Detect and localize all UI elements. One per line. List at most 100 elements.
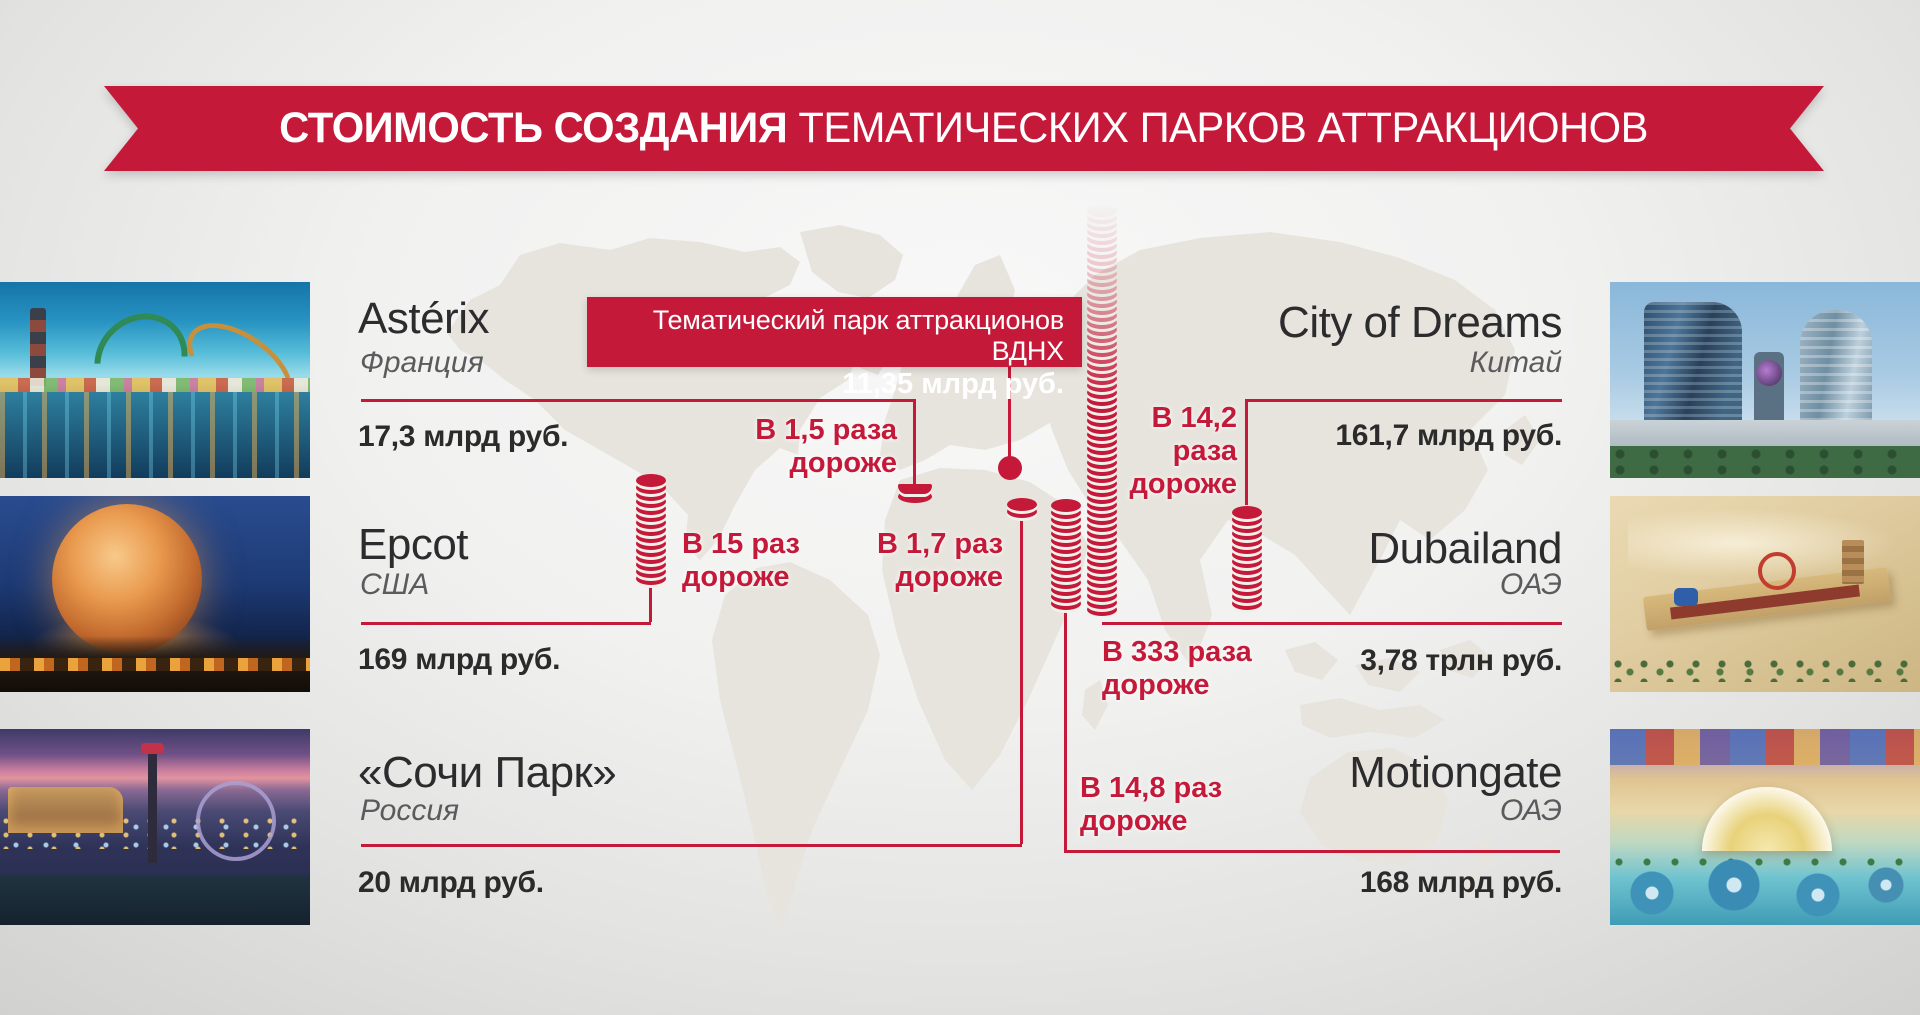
park-country-dubailand: ОАЭ <box>1499 568 1562 601</box>
map-madagascar <box>1082 680 1108 730</box>
park-name-dubailand: Dubailand <box>1368 524 1562 573</box>
map-south-america <box>712 562 880 930</box>
connector-dubailand-h <box>1102 622 1562 625</box>
epcot-lights-band <box>0 658 310 671</box>
park-price-dubailand: 3,78 трлн руб. <box>1360 644 1562 677</box>
map-se-asia-2 <box>1355 658 1420 692</box>
connector-cod-h <box>1247 399 1562 402</box>
factor-epcot: В 15 раз дороже <box>682 528 800 594</box>
map-se-asia-1 <box>1285 642 1338 680</box>
connector-motiongate-h <box>1064 850 1560 853</box>
sochi-tower-tip <box>141 743 164 754</box>
connector-epcot-h <box>361 622 651 625</box>
coin <box>636 474 666 487</box>
factor-cod-line2: раза <box>1172 434 1237 467</box>
factor-asterix: В 1,5 раза дороже <box>597 414 897 480</box>
park-country-sochi: Россия <box>360 794 460 827</box>
map-new-zealand-2 <box>1460 868 1478 898</box>
sochi-drop-tower <box>148 751 157 863</box>
dubailand-palm-rows <box>1610 656 1920 682</box>
park-price-sochi: 20 млрд руб. <box>358 866 544 899</box>
factor-sochi-line1: В 1,7 раз <box>877 528 1003 560</box>
park-name-city-of-dreams: City of Dreams <box>1278 298 1562 347</box>
park-country-motiongate: ОАЭ <box>1499 794 1562 827</box>
map-australia <box>1300 748 1448 865</box>
coin <box>1232 506 1262 519</box>
coin-stack-dubailand <box>1087 204 1117 616</box>
park-price-asterix: 17,3 млрд руб. <box>358 420 569 453</box>
connector-asterix-v <box>913 399 916 485</box>
factor-asterix-line2: дороже <box>789 446 897 479</box>
vdnh-callout-price: 11,35 млрд руб. <box>842 368 1064 400</box>
coin-stack-city-of-dreams <box>1232 506 1262 610</box>
park-country-epcot: США <box>360 568 430 601</box>
photo-motiongate <box>1610 729 1920 925</box>
park-country-city-of-dreams: Китай <box>1469 346 1562 379</box>
coin-stack-sochi <box>1007 498 1037 518</box>
park-name-sochi: «Сочи Парк» <box>358 748 617 797</box>
coin <box>1051 499 1081 512</box>
vdnh-map-dot <box>998 456 1022 480</box>
factor-city-of-dreams: В 14,2 раза дороже <box>987 402 1237 500</box>
cod-sculpture <box>1754 352 1784 430</box>
park-price-epcot: 169 млрд руб. <box>358 643 561 676</box>
factor-motiongate: В 14,8 раз дороже <box>1080 772 1222 838</box>
page-title: СТОИМОСТЬ СОЗДАНИЯ ТЕМАТИЧЕСКИХ ПАРКОВ А… <box>280 104 1649 153</box>
cod-tower-left <box>1644 302 1742 426</box>
park-name-asterix: Astérix <box>358 294 489 343</box>
vdnh-callout-title: Тематический парк аттракционов ВДНХ <box>652 305 1064 366</box>
factor-sochi-line2: дороже <box>895 560 1003 593</box>
photo-dubailand <box>1610 496 1920 692</box>
motiongate-pools <box>1610 851 1920 925</box>
park-name-motiongate: Motiongate <box>1349 748 1562 797</box>
factor-epcot-line1: В 15 раз <box>682 528 800 560</box>
connector-motiongate-v <box>1064 610 1067 850</box>
map-asia <box>1035 232 1515 668</box>
factor-sochi: В 1,7 раз дороже <box>703 528 1003 594</box>
title-ribbon-shape: СТОИМОСТЬ СОЗДАНИЯ ТЕМАТИЧЕСКИХ ПАРКОВ А… <box>104 86 1824 171</box>
coin <box>1007 498 1037 511</box>
title-ribbon: СТОИМОСТЬ СОЗДАНИЯ ТЕМАТИЧЕСКИХ ПАРКОВ А… <box>104 86 1824 171</box>
dubailand-coaster-loop <box>1758 552 1796 590</box>
connector-sochi-h <box>361 844 1022 847</box>
sochi-ferris-wheel <box>196 781 276 861</box>
cod-greenery <box>1610 446 1920 478</box>
coin-stack-asterix <box>898 484 932 503</box>
sochi-foreground <box>0 875 310 925</box>
asterix-water-reflection <box>0 392 310 478</box>
dubailand-tower <box>1842 540 1864 584</box>
motiongate-buildings <box>1610 729 1920 765</box>
coin-stack-epcot <box>636 474 666 585</box>
factor-motiongate-line2: дороже <box>1080 804 1188 837</box>
page-title-rest: ТЕМАТИЧЕСКИХ ПАРКОВ АТТРАКЦИОНОВ <box>787 104 1649 152</box>
factor-dubailand: В 333 раза дороже <box>1102 636 1252 702</box>
photo-asterix <box>0 282 310 478</box>
park-country-asterix: Франция <box>360 346 484 379</box>
connector-vdnh-v <box>1008 367 1011 457</box>
coin-half <box>898 484 932 494</box>
map-africa <box>882 468 1088 790</box>
connector-asterix-h <box>361 399 915 402</box>
coin <box>1087 204 1117 217</box>
photo-sochi-park <box>0 729 310 925</box>
map-japan <box>1505 415 1540 465</box>
photo-city-of-dreams <box>1610 282 1920 478</box>
map-se-asia-4 <box>1440 640 1492 678</box>
photo-epcot <box>0 496 310 692</box>
factor-dubailand-line2: дороже <box>1102 668 1210 701</box>
dubailand-blue-cylinder <box>1674 588 1698 606</box>
asterix-lighthouse <box>30 308 46 386</box>
page-title-bold: СТОИМОСТЬ СОЗДАНИЯ <box>279 104 788 152</box>
sochi-castle-hotel <box>8 787 123 833</box>
factor-dubailand-line1: В 333 раза <box>1102 636 1252 668</box>
vdnh-callout: Тематический парк аттракционов ВДНХ 11,3… <box>587 297 1082 400</box>
epcot-spaceship-earth-sphere <box>52 504 202 654</box>
map-new-zealand-1 <box>1475 838 1495 870</box>
cod-tower-right <box>1800 310 1872 426</box>
factor-cod-line3: дороже <box>1129 467 1237 500</box>
map-se-asia-3 <box>1300 698 1445 738</box>
connector-sochi-v <box>1020 518 1023 844</box>
connector-cod-v <box>1245 399 1248 505</box>
park-price-motiongate: 168 млрд руб. <box>1359 866 1562 899</box>
